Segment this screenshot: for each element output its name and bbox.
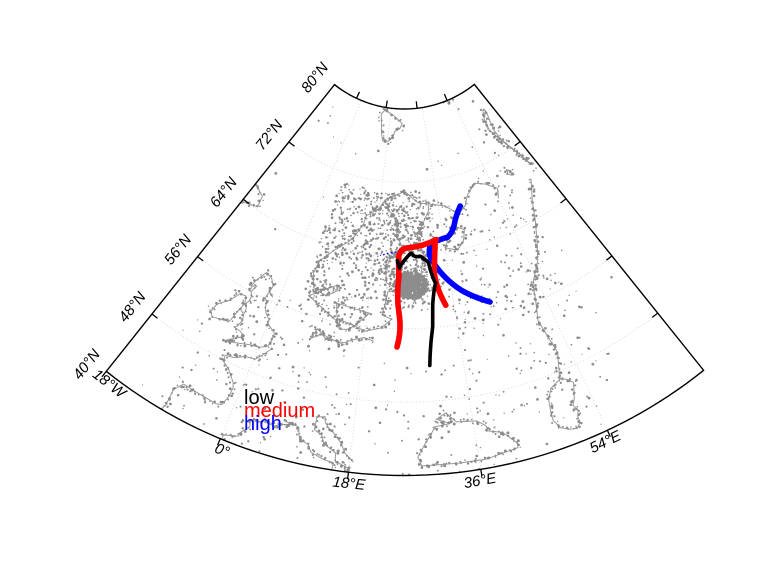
svg-text:18°E: 18°E	[332, 474, 367, 494]
svg-text:high: high	[244, 413, 282, 435]
